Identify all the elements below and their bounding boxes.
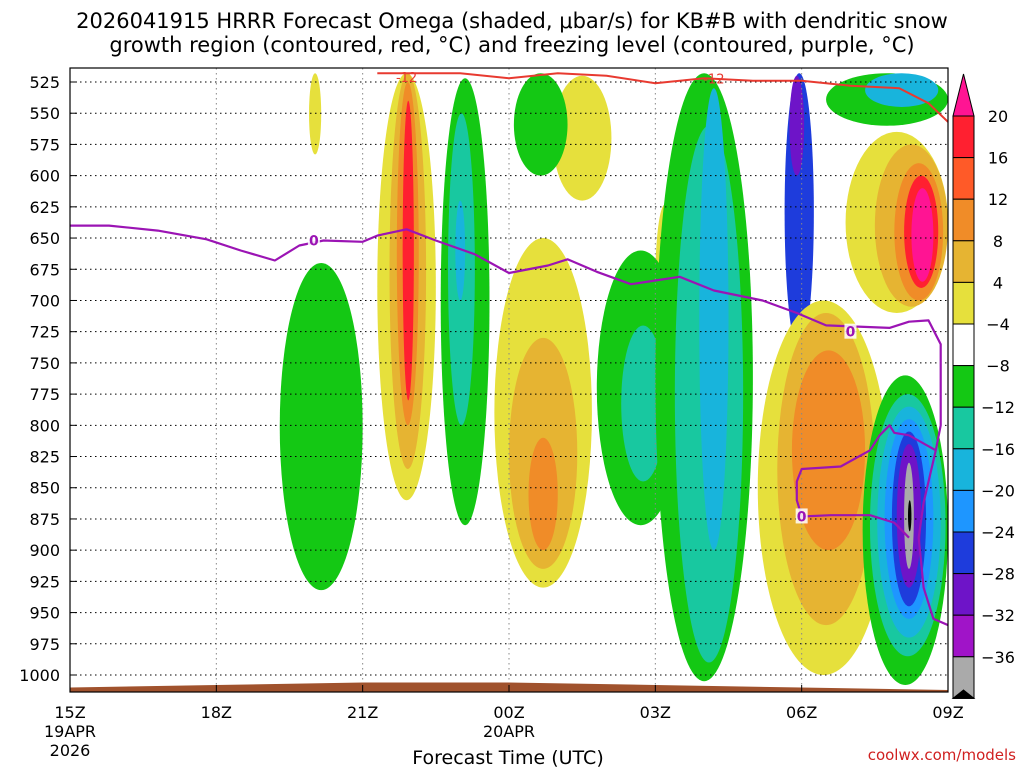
- omega-region-down-4-10: [513, 73, 568, 176]
- colorbar-triangle-top: [952, 73, 975, 117]
- dendritic-contour-line: [377, 72, 948, 123]
- colorbar-swatch-13: [952, 614, 975, 658]
- credit-text: coolwx.com/models: [868, 746, 1016, 764]
- chart-title-line-1: 2026041915 HRRR Forecast Omega (shaded, …: [76, 9, 948, 33]
- omega-region-down-36-40: [908, 500, 912, 532]
- colorbar-label-2: 12: [988, 190, 1008, 209]
- x-tick-label-18Z: 18Z: [201, 703, 232, 722]
- y-tick-label-750: 750: [29, 354, 60, 373]
- x-tick-year-15Z: 2026: [50, 741, 91, 760]
- colorbar-label-1: 16: [988, 149, 1008, 168]
- y-tick-label-775: 775: [29, 385, 60, 404]
- y-tick-label-700: 700: [29, 291, 60, 310]
- colorbar-swatch-4: [952, 240, 975, 283]
- colorbar-swatch-1: [952, 115, 975, 159]
- omega-region-up-20-32: [911, 188, 934, 282]
- y-tick-label-1000: 1000: [19, 666, 60, 685]
- freezing-level-label-bg-2: [795, 508, 808, 524]
- colorbar-swatch-9: [952, 448, 975, 491]
- axes: 525 550 575 600 625 650 675 700 725 750 775 800 825 8…: [19, 67, 964, 760]
- omega-region-down-12-9: [455, 200, 466, 301]
- freezing-level-label-0: 0: [309, 234, 319, 250]
- y-tick-label-725: 725: [29, 323, 60, 342]
- x-tick-label-09Z: 09Z: [932, 703, 963, 722]
- colorbar-label-10: −24: [981, 523, 1015, 542]
- colorbar-swatch-11: [952, 531, 975, 575]
- omega-region-down-12-19: [699, 88, 729, 551]
- x-axis-label: Forecast Time (UTC): [412, 747, 603, 768]
- freezing-level-line-main: [70, 224, 942, 451]
- omega-region-down-28-21: [789, 75, 805, 176]
- colorbar-label-12: −32: [981, 606, 1015, 625]
- colorbar-label-0: 20: [988, 107, 1008, 126]
- freezing-level-line-loop: [795, 424, 937, 539]
- y-tick-label-650: 650: [29, 229, 60, 248]
- y-tick-label-850: 850: [29, 479, 60, 498]
- colorbar-swatch-2: [952, 157, 975, 200]
- omega-region-up-12-24: [791, 350, 866, 551]
- y-tick-label-525: 525: [29, 73, 60, 92]
- x-tick-label-21Z: 21Z: [347, 703, 378, 722]
- y-tick-label-825: 825: [29, 448, 60, 467]
- x-tick-label-15Z: 15Z: [54, 703, 85, 722]
- colorbar-label-7: −12: [981, 398, 1015, 417]
- colorbar-swatch-7: [952, 365, 975, 408]
- freezing-level-line-tail: [917, 450, 948, 627]
- colorbar-label-11: −28: [981, 565, 1015, 584]
- colorbar-label-13: −36: [981, 648, 1015, 667]
- colorbar-swatch-12: [952, 573, 975, 616]
- freezing-level-label-1: 0: [846, 325, 856, 341]
- x-tick-label-06Z: 06Z: [786, 703, 817, 722]
- omega-region-down-4-11: [279, 263, 363, 591]
- colorbar-label-9: −20: [981, 481, 1015, 500]
- y-tick-label-900: 900: [29, 541, 60, 560]
- colorbar: 20 16 12 8 4 −4 −8 −12 −16 −20 −24 −28 −32 −36: [951, 73, 1015, 699]
- y-tick-label-875: 875: [29, 510, 60, 529]
- colorbar-swatch-5: [952, 281, 975, 325]
- colorbar-triangle-bottom: [951, 689, 976, 699]
- y-tick-label-575: 575: [29, 135, 60, 154]
- colorbar-label-8: −16: [981, 440, 1015, 459]
- omega-region-down-8-16: [621, 325, 666, 482]
- chart-title-line-2: growth region (contoured, red, °C) and f…: [109, 33, 914, 57]
- omega-region-up-12-14: [528, 437, 558, 551]
- freezing-level-label-2: 0: [797, 509, 807, 525]
- y-tick-label-675: 675: [29, 260, 60, 279]
- x-tick-date-15Z: 19APR: [44, 722, 96, 741]
- y-tick-label-950: 950: [29, 604, 60, 623]
- gridlines: [70, 68, 948, 692]
- x-tick-label-03Z: 03Z: [640, 703, 671, 722]
- colorbar-swatch-3: [952, 198, 975, 242]
- y-tick-label-550: 550: [29, 104, 60, 123]
- colorbar-swatch-6: [952, 323, 975, 367]
- freezing-level-label-bg-1: [844, 323, 857, 339]
- y-tick-label-600: 600: [29, 167, 60, 186]
- dendritic-contour-label-1: -12: [703, 72, 724, 87]
- y-tick-label-800: 800: [29, 416, 60, 435]
- colorbar-swatch-8: [952, 406, 975, 450]
- colorbar-label-5: −4: [986, 315, 1010, 334]
- plot-area: -12 -12 0 0 0: [70, 68, 948, 692]
- omega-region-up-4-0: [309, 73, 322, 155]
- x-tick-label-00Z: 00Z: [493, 703, 524, 722]
- colorbar-label-3: 8: [993, 232, 1003, 251]
- x-tick-date-00Z: 20APR: [483, 722, 535, 741]
- y-tick-label-975: 975: [29, 635, 60, 654]
- omega-region-up-4-5: [552, 75, 612, 201]
- colorbar-swatch-10: [952, 489, 975, 533]
- y-tick-label-925: 925: [29, 572, 60, 591]
- dendritic-contour-label-0: -12: [396, 71, 417, 86]
- y-tick-label-625: 625: [29, 198, 60, 217]
- colorbar-label-4: 4: [993, 273, 1003, 292]
- omega-region-up-16-4: [402, 100, 414, 401]
- freezing-level-label-bg-0: [307, 232, 320, 248]
- colorbar-label-6: −8: [986, 357, 1010, 376]
